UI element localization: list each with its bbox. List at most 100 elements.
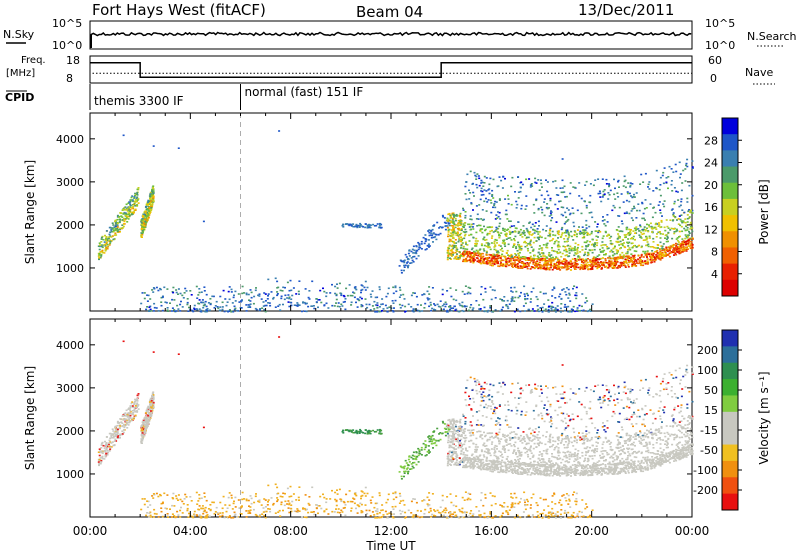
scatter-point xyxy=(618,237,621,239)
scatter-point xyxy=(590,230,593,233)
scatter-point xyxy=(152,400,155,403)
scatter-point xyxy=(412,261,415,263)
scatter-point xyxy=(439,226,442,228)
scatter-point xyxy=(490,211,493,214)
scatter-point xyxy=(496,231,499,233)
scatter-point xyxy=(670,251,673,253)
scatter-point xyxy=(533,254,536,257)
scatter-point xyxy=(431,287,434,289)
scatter-point xyxy=(177,147,180,149)
scatter-point xyxy=(198,302,201,305)
scatter-point xyxy=(351,294,354,297)
scatter-point xyxy=(456,253,458,255)
scatter-point xyxy=(104,248,107,250)
scatter-point xyxy=(276,293,279,295)
scatter-point xyxy=(150,198,153,201)
scatter-point xyxy=(524,208,527,210)
scatter-point xyxy=(455,247,458,249)
scatter-point xyxy=(518,256,521,259)
scatter-point xyxy=(676,191,679,193)
scatter-point xyxy=(231,302,234,304)
scatter-point xyxy=(519,228,522,231)
scatter-point xyxy=(645,445,648,447)
scatter-point xyxy=(193,308,196,310)
scatter-point xyxy=(624,234,627,237)
scatter-point xyxy=(98,242,101,244)
scatter-point xyxy=(505,304,508,307)
nsky-strip: N.Sky 10^5 10^0 10^5 10^0 N.Search xyxy=(3,17,797,52)
scatter-point xyxy=(460,232,463,235)
scatter-point xyxy=(283,298,286,301)
scatter-point xyxy=(683,211,686,214)
scatter-point xyxy=(505,232,508,235)
scatter-point xyxy=(608,255,611,258)
scatter-point xyxy=(177,293,179,295)
scatter-point xyxy=(615,240,618,243)
scatter-point xyxy=(615,261,618,264)
scatter-point xyxy=(404,470,407,473)
scatter-point xyxy=(118,221,121,223)
scatter-point xyxy=(144,426,147,429)
scatter-point xyxy=(364,223,367,225)
scatter-point xyxy=(567,232,570,234)
scatter-point xyxy=(613,246,616,249)
scatter-point xyxy=(674,163,677,166)
scatter-point xyxy=(659,226,662,229)
scatter-point xyxy=(166,307,169,309)
scatter-point xyxy=(504,265,507,267)
scatter-point xyxy=(608,263,611,266)
scatter-point xyxy=(654,247,657,249)
scatter-point xyxy=(415,463,418,466)
scatter-point xyxy=(103,241,106,243)
scatter-point xyxy=(142,437,144,440)
scatter-point xyxy=(128,416,131,418)
scatter-point xyxy=(147,415,150,417)
scatter-point xyxy=(132,413,135,416)
scatter-point xyxy=(651,231,653,233)
scatter-point xyxy=(553,287,556,290)
scatter-point xyxy=(116,428,119,431)
scatter-point xyxy=(565,262,568,264)
scatter-point xyxy=(141,430,144,432)
scatter-point xyxy=(462,251,464,254)
scatter-point xyxy=(570,269,572,271)
scatter-point xyxy=(540,252,543,254)
scatter-point xyxy=(415,458,418,461)
scatter-point xyxy=(195,308,198,310)
scatter-point xyxy=(368,429,371,432)
scatter-point xyxy=(584,248,587,250)
scatter-point xyxy=(187,310,190,312)
power-colorbar-label: Power [dB] xyxy=(757,179,771,244)
scatter-point xyxy=(626,192,629,195)
scatter-point xyxy=(506,229,508,231)
scatter-point xyxy=(538,245,541,247)
scatter-point xyxy=(428,234,431,237)
scatter-point xyxy=(629,186,632,188)
scatter-point xyxy=(530,239,532,241)
scatter-point xyxy=(148,210,151,213)
scatter-point xyxy=(596,258,599,261)
scatter-point xyxy=(288,297,291,300)
scatter-point xyxy=(413,455,416,458)
scatter-point xyxy=(268,302,271,304)
scatter-point xyxy=(123,211,126,214)
scatter-point xyxy=(450,252,453,255)
scatter-point xyxy=(659,176,662,179)
scatter-point xyxy=(573,392,576,395)
scatter-point xyxy=(479,308,482,310)
scatter-point xyxy=(364,226,367,229)
scatter-point xyxy=(583,241,586,244)
scatter-point xyxy=(497,254,500,257)
scatter-point xyxy=(483,310,486,313)
scatter-point xyxy=(643,207,646,210)
scatter-point xyxy=(496,261,499,264)
scatter-point xyxy=(559,266,562,268)
scatter-point xyxy=(635,246,638,248)
scatter-point xyxy=(644,456,647,459)
scatter-point xyxy=(615,229,618,231)
scatter-point xyxy=(520,207,523,210)
scatter-point xyxy=(421,310,424,312)
scatter-point xyxy=(667,254,670,256)
scatter-point xyxy=(101,441,104,444)
